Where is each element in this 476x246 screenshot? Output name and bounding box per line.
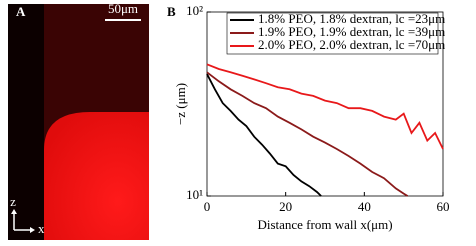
y-tick-label: 10¹ (186, 187, 203, 202)
x-tick-label: 40 (358, 199, 371, 214)
y-axis-label: −z (μm) (173, 83, 188, 125)
series-line (206, 73, 322, 197)
legend-box (226, 12, 439, 55)
legend-label: 2.0% PEO, 2.0% dextran, lc =70μm (258, 37, 445, 52)
axis-x-label: x (38, 221, 45, 236)
legend-label: 1.8% PEO, 1.8% dextran, lc =23μm (258, 11, 445, 26)
panel-b: 0 20 40 60 10¹ 10² Distance from wall x(μm) −z … (173, 3, 450, 232)
droplet (44, 112, 149, 240)
x-tick-label: 20 (279, 199, 292, 214)
axes-arrows (13, 212, 32, 231)
legend-label: 1.9% PEO, 1.9% dextran, lc =39μm (258, 24, 445, 39)
arrow-heads (11, 209, 35, 233)
series-line (206, 63, 444, 150)
y-tick-label: 10² (186, 3, 203, 18)
panel-label: B (167, 4, 176, 19)
x-axis-label: Distance from wall x(μm) (257, 217, 392, 232)
plot-area (206, 11, 444, 197)
panel-label: A (16, 4, 26, 19)
scale-bar-label: 50μm (108, 1, 138, 16)
panel-a: A 50μm z x (8, 1, 149, 240)
axis-z-label: z (10, 194, 16, 209)
wall (8, 4, 44, 240)
x-tick-label: 0 (204, 199, 211, 214)
series-line (206, 71, 409, 197)
x-tick-label: 60 (437, 199, 450, 214)
